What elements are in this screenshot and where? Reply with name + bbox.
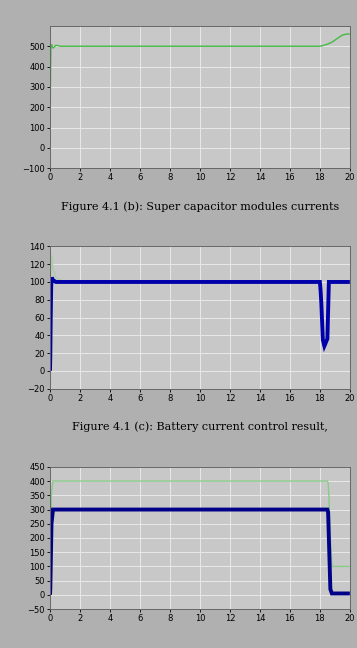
Title: Figure 4.1 (b): Super capacitor modules currents: Figure 4.1 (b): Super capacitor modules … xyxy=(61,201,339,211)
Title: Figure 4.1 (c): Battery current control result,: Figure 4.1 (c): Battery current control … xyxy=(72,421,328,432)
